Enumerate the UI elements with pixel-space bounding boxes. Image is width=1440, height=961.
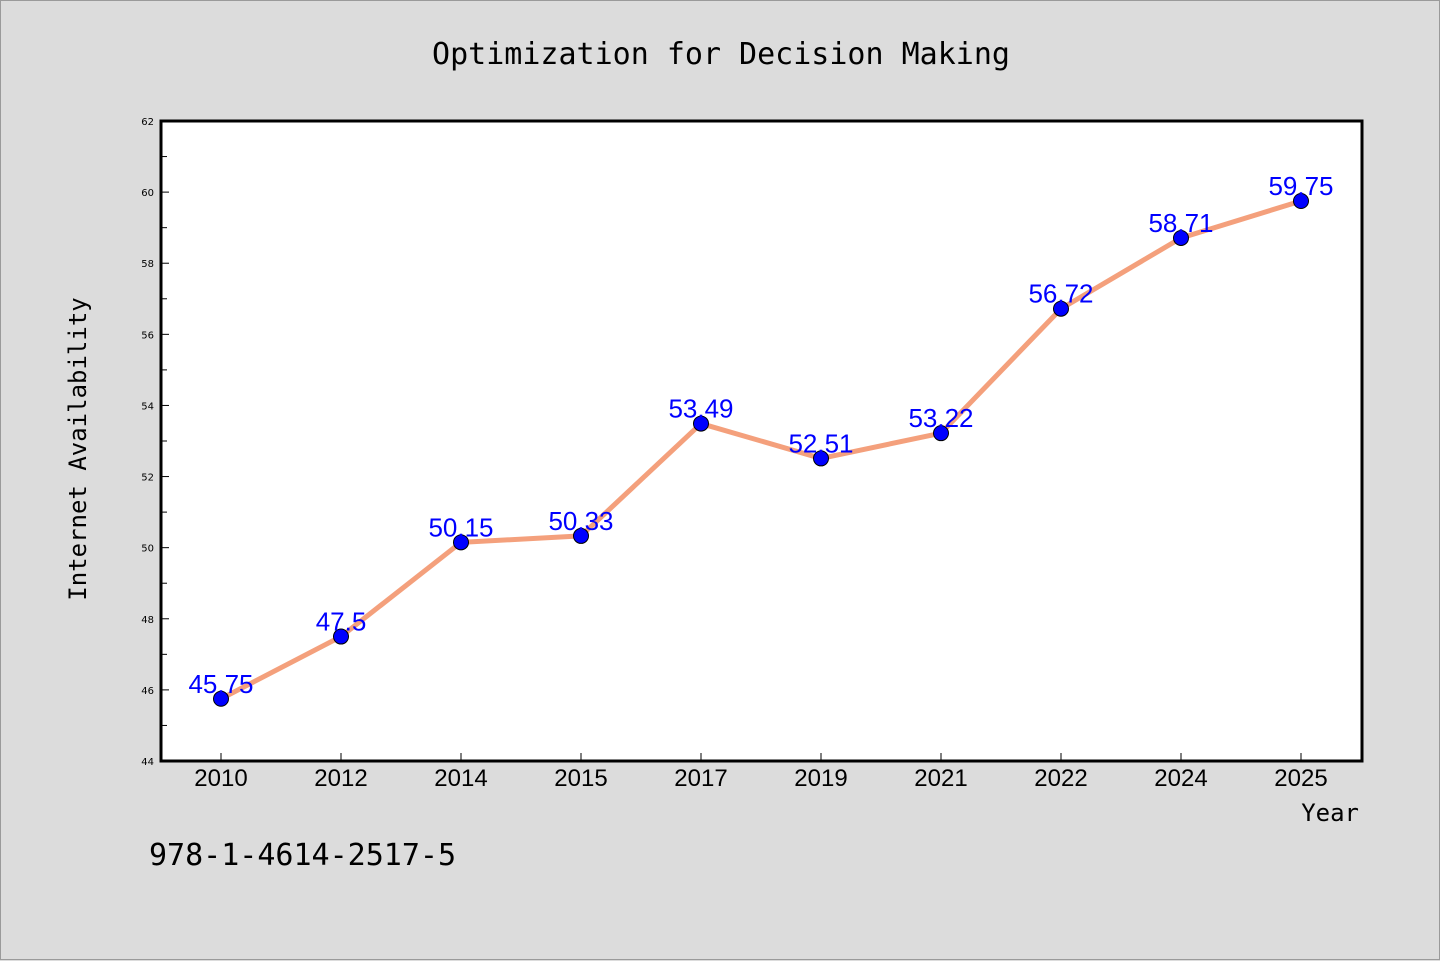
y-tick-label: 50: [141, 544, 154, 555]
data-label: 56.72: [1028, 279, 1093, 309]
x-axis-label: Year: [1301, 799, 1359, 827]
y-tick-label: 46: [141, 686, 154, 697]
y-tick-label: 62: [141, 117, 154, 128]
x-axis: 2010 2012 2014 2015 2017 2019 2021 2022 2024 2025: [194, 753, 1328, 792]
y-tick-label: 54: [141, 401, 154, 412]
data-label: 45.75: [188, 669, 253, 699]
y-tick-label: 56: [141, 330, 154, 341]
x-tick-label: 2015: [554, 765, 607, 792]
data-label: 52.51: [788, 428, 853, 458]
x-tick-label: 2021: [914, 765, 967, 792]
series-group: 45.75 47.5 50.15 50.33 53.49 52.51 53.22 56.72 5…: [188, 171, 1334, 707]
data-point: [693, 415, 709, 432]
data-point: [333, 628, 349, 645]
data-label: 59.75: [1268, 171, 1333, 201]
x-tick-label: 2017: [674, 765, 727, 792]
y-tick-label: 60: [141, 188, 154, 199]
x-tick-label: 2010: [194, 765, 247, 792]
data-point: [573, 527, 589, 544]
y-axis-label: Internet Availability: [64, 297, 92, 600]
y-tick-label: 44: [141, 757, 154, 768]
x-tick-label: 2012: [314, 765, 367, 792]
x-tick-label: 2019: [794, 765, 847, 792]
x-tick-label: 2024: [1154, 765, 1207, 792]
y-tick-label: 48: [141, 615, 154, 626]
y-tick-label: 58: [141, 259, 154, 270]
y-axis: 44 46 48 50 52 54 56 58 60 62: [141, 117, 169, 768]
x-tick-label: 2022: [1034, 765, 1087, 792]
data-point: [453, 534, 469, 551]
data-point: [933, 425, 949, 442]
data-label: 50.33: [548, 506, 613, 536]
data-point: [1053, 300, 1069, 317]
isbn-text: 978-1-4614-2517-5: [149, 838, 456, 873]
x-tick-label: 2014: [434, 765, 487, 792]
y-tick-label: 52: [141, 473, 154, 484]
data-point: [1173, 229, 1189, 246]
data-point: [213, 690, 229, 707]
chart-title: Optimization for Decision Making: [432, 37, 1010, 72]
series-line: [218, 198, 1304, 702]
data-label: 53.49: [668, 394, 733, 424]
data-point: [813, 450, 829, 467]
x-tick-label: 2025: [1274, 765, 1327, 792]
data-label: 50.15: [428, 512, 493, 542]
data-point: [1293, 193, 1309, 209]
data-label: 47.5: [316, 607, 367, 637]
data-label: 58.71: [1148, 208, 1213, 238]
data-label: 53.22: [908, 403, 973, 433]
